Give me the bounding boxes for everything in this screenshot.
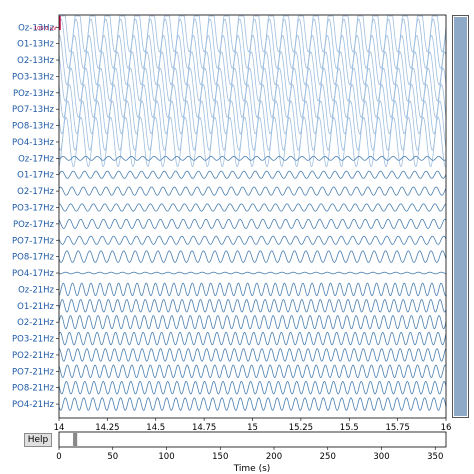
channel-label[interactable]: PO3-17Hz (12, 203, 54, 213)
scale-bar-label: 100.0 µV (34, 26, 57, 32)
trace-PO3-21Hz (58, 331, 447, 346)
trace-PO8-21Hz (58, 381, 447, 395)
trace-O2-21Hz (58, 315, 447, 330)
x-tick-label: 16 (441, 423, 452, 433)
channel-label[interactable]: Oz-17Hz (18, 154, 54, 164)
trace-O2-17Hz (58, 186, 447, 196)
x-tick-label: 15.75 (385, 423, 409, 433)
overview-tick-label: 350 (427, 452, 443, 462)
channel-label[interactable]: PO7-21Hz (12, 367, 54, 377)
channel-label[interactable]: PO8-17Hz (12, 253, 54, 263)
trace-O2-13Hz (58, 35, 447, 86)
overview-tick-label: 150 (212, 452, 228, 462)
x-tick-label: 15.5 (340, 423, 359, 433)
x-tick-label: 14.5 (146, 423, 165, 433)
channel-label[interactable]: POz-13Hz (13, 89, 55, 99)
trace-PO8-13Hz (58, 100, 447, 151)
x-tick-label: 15 (247, 423, 258, 433)
overview-tick-label: 250 (320, 452, 336, 462)
overview-window-marker[interactable] (73, 433, 78, 446)
channel-label[interactable]: O1-13Hz (17, 40, 54, 50)
channel-label[interactable]: PO4-17Hz (12, 269, 54, 279)
channel-label[interactable]: PO7-17Hz (12, 236, 54, 246)
channel-label[interactable]: PO3-21Hz (12, 335, 54, 345)
x-axis-label: Time (s) (233, 464, 271, 474)
trace-PO7-17Hz (58, 235, 447, 245)
channel-scrollbar-thumb[interactable] (454, 17, 467, 416)
trace-POz-17Hz (58, 218, 447, 229)
channel-label[interactable]: PO8-21Hz (12, 384, 54, 394)
trace-PO4-21Hz (58, 397, 447, 411)
trace-O1-21Hz (58, 299, 447, 313)
channel-label[interactable]: O2-21Hz (17, 318, 54, 328)
channel-scrollbar[interactable] (452, 15, 469, 418)
scale-bar: 100.0 µV (34, 16, 61, 32)
overview-tick-label: 50 (107, 452, 118, 462)
channel-label[interactable]: PO4-13Hz (12, 138, 54, 148)
overview-axis-ticks: 0 50 100 150 200 250 300 350 (56, 447, 443, 462)
trace-group (58, 15, 447, 411)
channel-label[interactable]: PO3-13Hz (12, 72, 54, 82)
x-tick-label: 14 (54, 423, 65, 433)
channel-label[interactable]: PO8-13Hz (12, 122, 54, 132)
trace-PO3-13Hz (58, 51, 447, 102)
trace-PO8-17Hz (58, 250, 447, 263)
channel-label[interactable]: Oz-21Hz (18, 285, 54, 295)
trace-Oz-17Hz (58, 155, 447, 161)
channel-label[interactable]: Oz-13Hz (18, 23, 54, 33)
trace-PO2-21Hz (58, 348, 447, 362)
trace-PO4-13Hz (58, 116, 447, 167)
overview-scrollbar[interactable] (58, 431, 447, 448)
channel-label[interactable]: O1-17Hz (17, 171, 54, 181)
trace-O1-17Hz (58, 170, 447, 179)
trace-O1-13Hz (58, 18, 447, 69)
channel-label[interactable]: O1-21Hz (17, 302, 54, 312)
time-axis-ticks: 14 14.25 14.5 14.75 15 15.25 15.5 15.75 16 (54, 418, 452, 433)
help-button[interactable]: Help (24, 433, 52, 447)
x-tick-label: 15.25 (289, 423, 313, 433)
channel-labels: Oz-13Hz O1-13Hz O2-13Hz PO3-13Hz POz-13Hz PO7… (12, 23, 59, 410)
channel-label[interactable]: PO2-21Hz (12, 351, 54, 361)
trace-PO7-13Hz (58, 84, 447, 135)
overview-tick-label: 0 (56, 452, 61, 462)
channel-label[interactable]: POz-17Hz (13, 220, 55, 230)
x-tick-label: 14.75 (192, 423, 216, 433)
trace-PO4-17Hz (58, 271, 447, 275)
trace-POz-13Hz (58, 67, 447, 118)
overview-tick-label: 300 (373, 452, 389, 462)
trace-PO3-17Hz (58, 203, 447, 212)
x-tick-label: 14.25 (95, 423, 119, 433)
channel-label[interactable]: O2-13Hz (17, 56, 54, 66)
channel-label[interactable]: PO4-21Hz (12, 400, 54, 410)
trace-PO7-21Hz (58, 364, 447, 378)
trace-Oz-21Hz (58, 282, 447, 297)
overview-tick-label: 100 (158, 452, 174, 462)
channel-label[interactable]: PO7-13Hz (12, 105, 54, 115)
channel-label[interactable]: O2-17Hz (17, 187, 54, 197)
trace-Oz-13Hz (58, 15, 447, 53)
overview-tick-label: 200 (266, 452, 282, 462)
